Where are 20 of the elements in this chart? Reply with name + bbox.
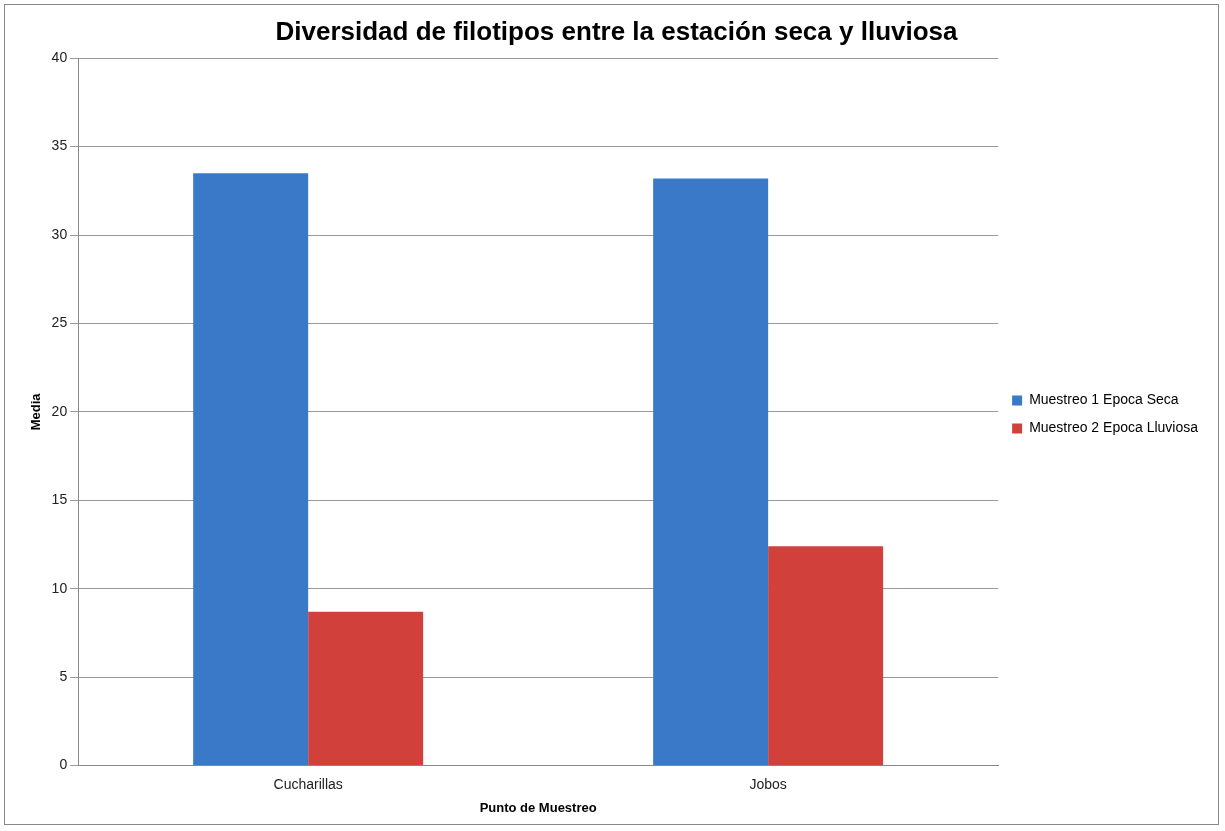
x-tick-label: Jobos (749, 775, 787, 792)
bar (193, 173, 309, 766)
bar (308, 611, 424, 766)
y-tick-label: 15 (51, 491, 68, 508)
x-axis-title: Punto de Muestreo (479, 799, 597, 815)
y-tick-label: 5 (59, 668, 68, 685)
legend-label: Muestreo 1 Epoca Seca (1029, 391, 1179, 408)
y-tick-label: 10 (51, 579, 68, 596)
chart-title: Diversidad de filotipos entre la estación seca y lluviosa (275, 15, 959, 46)
bar (653, 178, 769, 766)
legend-label: Muestreo 2 Epoca Lluviosa (1029, 419, 1199, 436)
x-tick-label: Cucharillas (273, 775, 343, 792)
y-axis-title: Media (28, 392, 44, 431)
y-tick-label: 0 (59, 756, 68, 773)
y-tick-label: 40 (51, 49, 68, 66)
y-tick-label: 25 (51, 314, 68, 331)
y-tick-label: 30 (51, 225, 68, 242)
y-tick-label: 20 (51, 402, 68, 419)
y-tick-label: 35 (51, 137, 68, 154)
bar (768, 546, 884, 766)
